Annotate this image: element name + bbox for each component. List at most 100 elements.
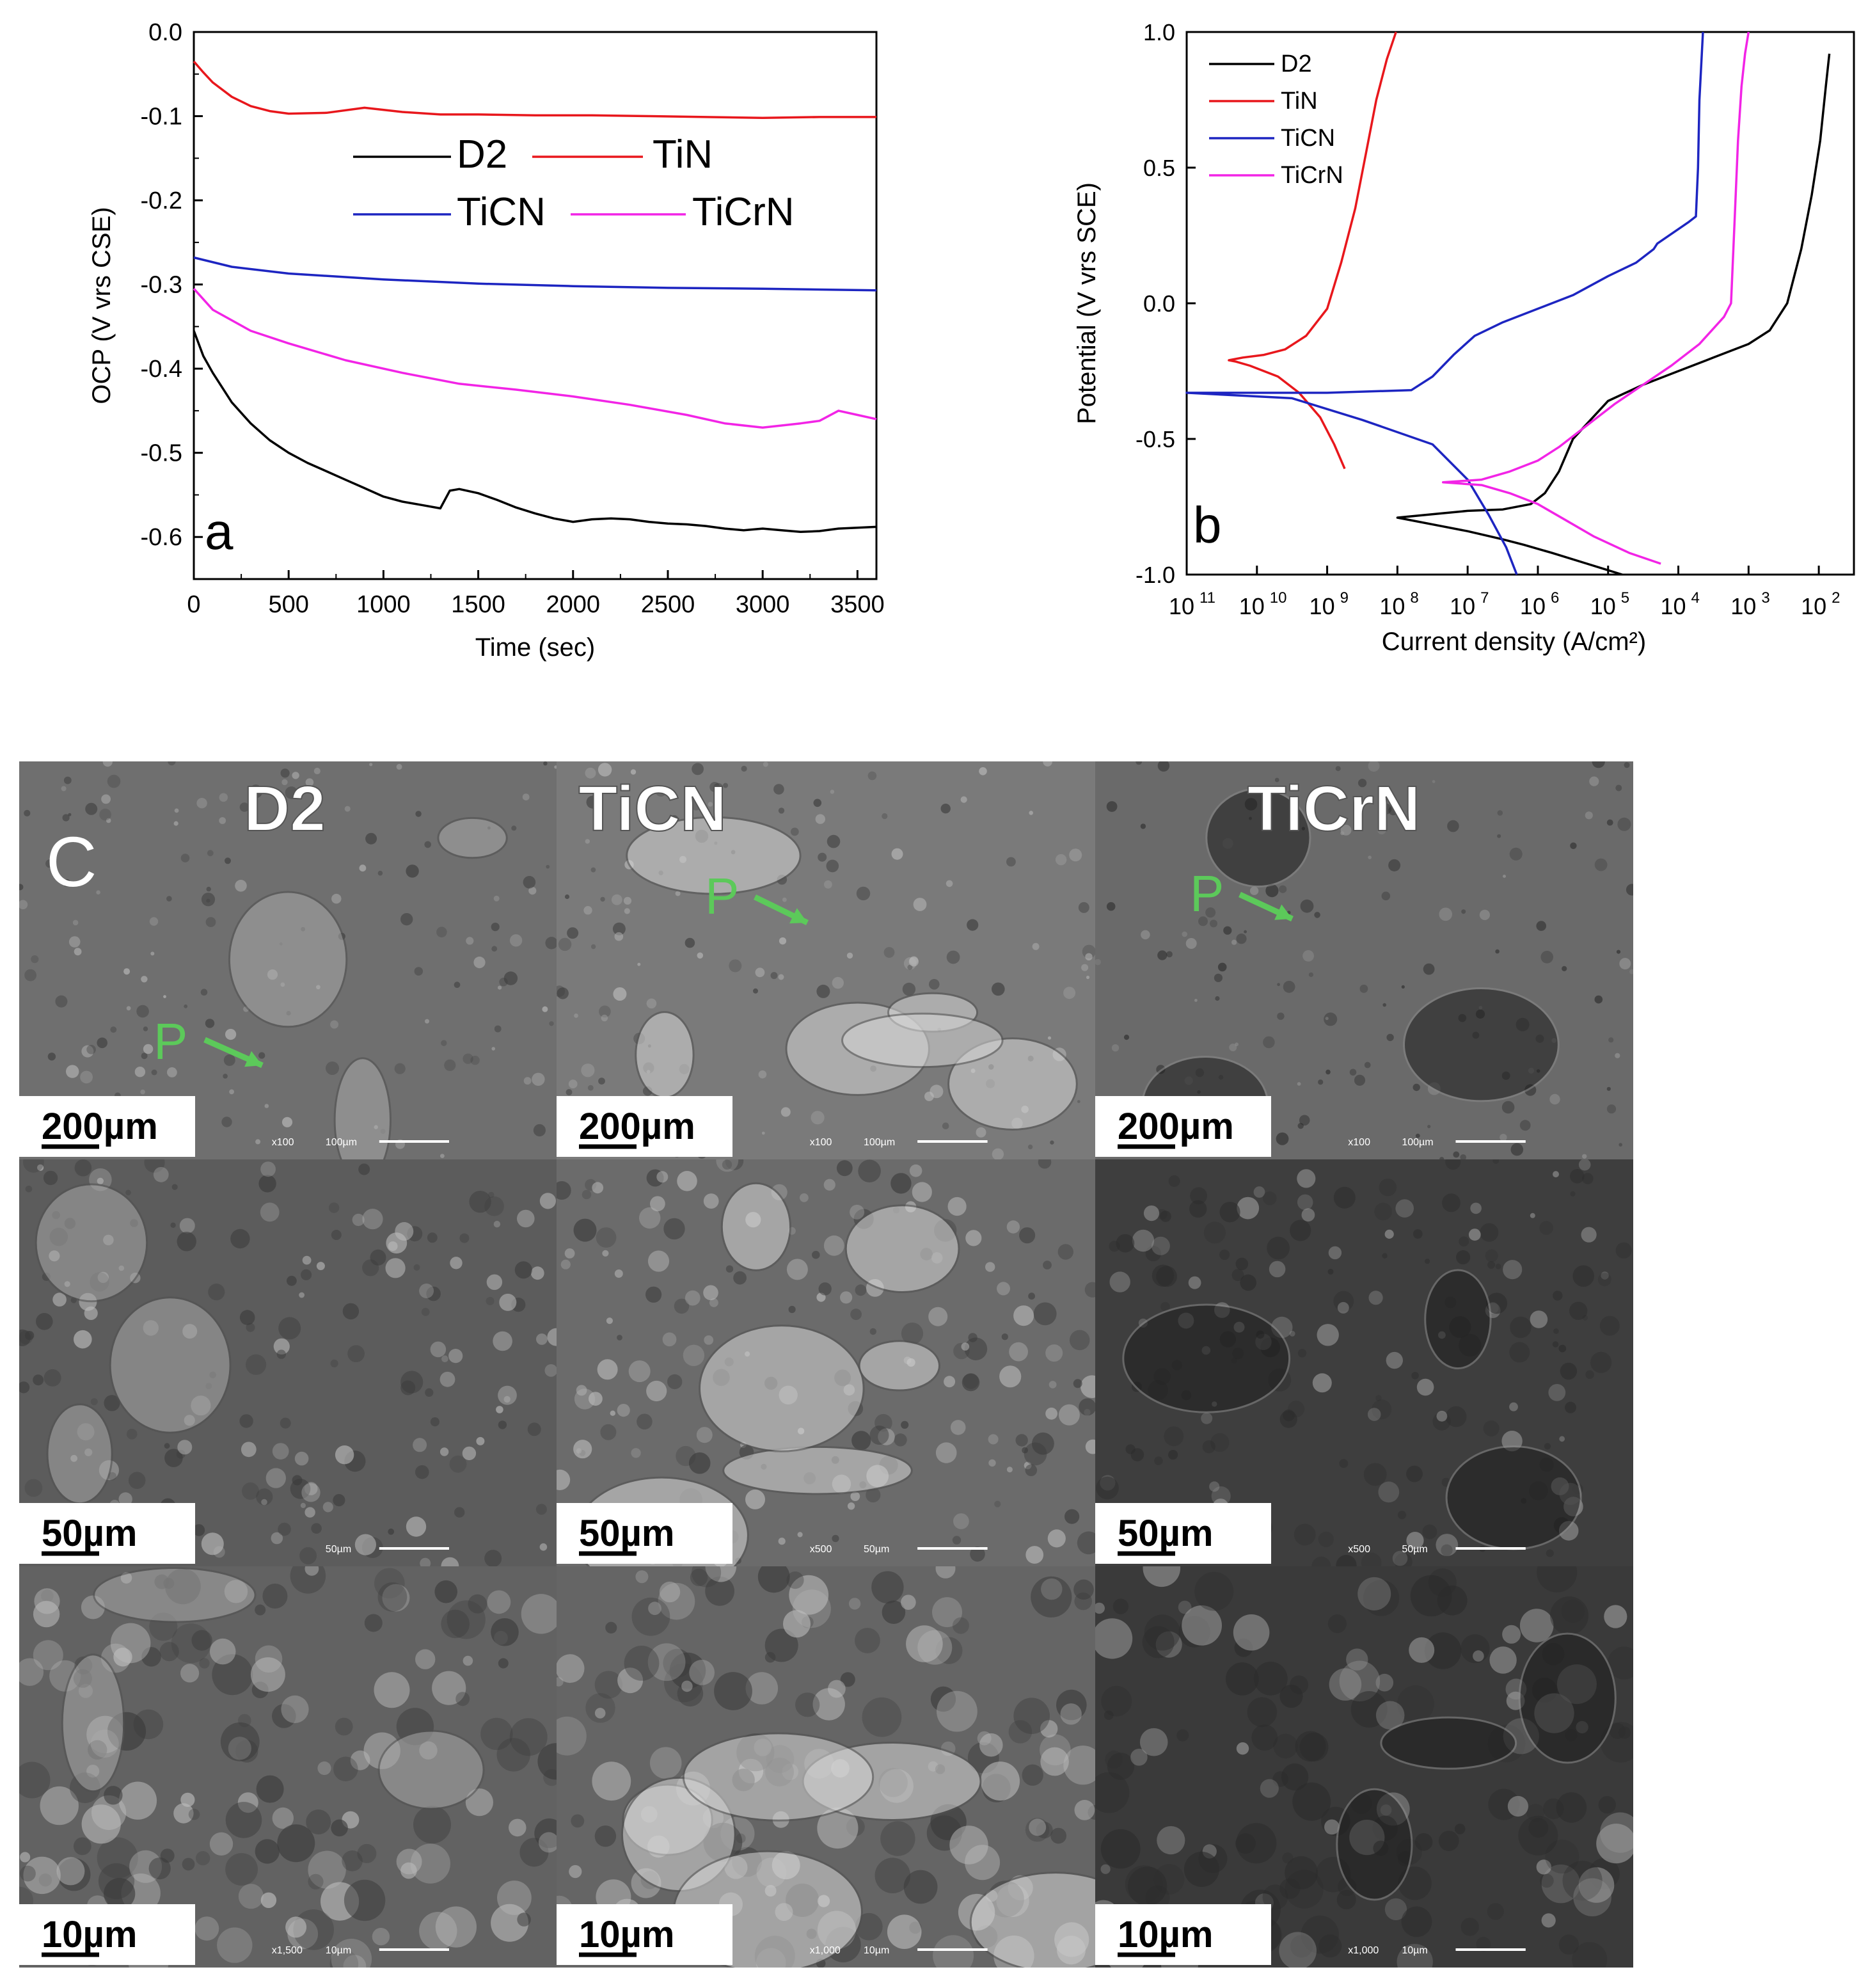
sem-texture — [1364, 1062, 1371, 1069]
sem-texture — [1263, 810, 1267, 815]
sem-texture — [970, 1069, 976, 1073]
sem-texture — [530, 1266, 544, 1280]
sem-texture — [1572, 1483, 1583, 1495]
sem-texture — [302, 1255, 312, 1265]
sem-texture — [160, 1498, 176, 1514]
sem-texture — [305, 778, 314, 786]
sem-texture — [818, 852, 827, 862]
sem-texture — [1160, 1301, 1170, 1312]
sem-texture — [1200, 1920, 1212, 1933]
sem-texture — [1562, 1861, 1603, 1901]
sem-texture — [832, 1474, 851, 1493]
sem-texture — [177, 1440, 193, 1455]
sem-texture — [614, 932, 624, 941]
sem-feature — [1336, 1788, 1413, 1901]
series-line-ticn — [193, 256, 877, 292]
sem-texture — [1001, 1333, 1009, 1340]
sem-texture — [281, 779, 288, 786]
sem-texture — [875, 1857, 911, 1893]
sem-texture — [184, 1004, 188, 1008]
sem-texture — [1478, 1006, 1483, 1010]
sem-texture — [1459, 1333, 1482, 1357]
sem-texture — [1038, 1159, 1052, 1169]
sem-texture — [1536, 1069, 1540, 1073]
sem-texture — [764, 1376, 778, 1390]
sem-texture — [24, 809, 31, 816]
sem-texture — [430, 1341, 447, 1358]
sem-texture — [1210, 1433, 1230, 1452]
sem-feature — [1141, 1056, 1269, 1152]
sem-texture — [90, 1272, 109, 1292]
sem-texture — [238, 1714, 251, 1728]
sem-texture — [1272, 1771, 1288, 1787]
sem-texture — [611, 894, 622, 905]
sem-texture — [239, 1414, 253, 1428]
sem-texture — [206, 898, 210, 903]
sem-texture — [285, 1916, 307, 1938]
sem-texture — [118, 1781, 157, 1820]
corrosion-pit-arrow — [754, 894, 809, 926]
sem-texture — [1145, 1245, 1162, 1262]
sem-texture — [1380, 1804, 1392, 1816]
sem-texture — [1006, 1220, 1020, 1234]
sem-texture — [1060, 1703, 1082, 1725]
sem-texture — [1590, 1351, 1612, 1373]
sem-texture — [359, 864, 367, 872]
sem-texture — [425, 1019, 429, 1024]
scale-label-text: 10µm — [579, 1914, 675, 1955]
sem-texture — [1536, 1859, 1551, 1875]
sem-texture — [331, 1230, 342, 1240]
sem-texture — [480, 1717, 513, 1751]
sem-texture — [703, 1193, 719, 1209]
sem-texture — [503, 971, 518, 985]
sem-texture — [1106, 1933, 1134, 1961]
sem-texture — [72, 1523, 84, 1536]
sem-texture — [882, 1600, 906, 1624]
sem-texture — [80, 1070, 93, 1084]
sem-texture — [993, 1936, 1034, 1968]
sem-feature — [841, 1012, 1004, 1069]
sem-texture — [1184, 1076, 1193, 1085]
sem-texture — [1281, 1763, 1309, 1791]
sem-texture — [444, 1059, 456, 1071]
sem-texture — [931, 1252, 943, 1264]
sem-texture — [1553, 1291, 1563, 1301]
sem-texture — [1263, 1191, 1277, 1205]
sem-texture — [125, 1189, 131, 1196]
sem-texture — [394, 1063, 406, 1074]
sem-texture — [264, 1104, 269, 1108]
sem-texture — [1088, 1805, 1095, 1820]
sem-texture — [1375, 1701, 1405, 1730]
sem-texture — [104, 1878, 136, 1910]
sem-texture — [937, 1690, 978, 1732]
sem-texture — [579, 1450, 586, 1456]
sem-texture — [90, 1398, 98, 1406]
sem-texture — [239, 1310, 255, 1325]
sem-texture — [674, 1298, 690, 1314]
sem-texture — [569, 1865, 582, 1879]
sem-texture — [1240, 1274, 1256, 1291]
sem-texture — [68, 813, 72, 816]
sem-texture — [1286, 911, 1291, 915]
sem-texture — [454, 1507, 465, 1518]
sem-texture — [143, 1026, 148, 1031]
sem-texture — [646, 1380, 667, 1402]
sem-texture — [764, 1628, 798, 1662]
sem-texture — [613, 987, 627, 1001]
sem-texture — [99, 1460, 119, 1481]
sem-texture — [509, 1818, 526, 1837]
sem-texture — [52, 1211, 60, 1220]
sem-texture — [614, 1269, 623, 1278]
sem-texture — [1100, 1475, 1116, 1491]
sem-texture — [1556, 1792, 1587, 1823]
sem-texture — [1573, 1878, 1611, 1916]
sem-texture — [213, 1546, 225, 1558]
scale-label-text: 50µm — [1118, 1513, 1214, 1554]
sem-texture — [567, 927, 579, 939]
sem-texture — [308, 1873, 324, 1889]
sem-texture — [592, 1761, 631, 1801]
sem-texture — [587, 1138, 596, 1147]
sem-texture — [1461, 909, 1466, 914]
corrosion-pit-arrowhead — [789, 908, 807, 924]
